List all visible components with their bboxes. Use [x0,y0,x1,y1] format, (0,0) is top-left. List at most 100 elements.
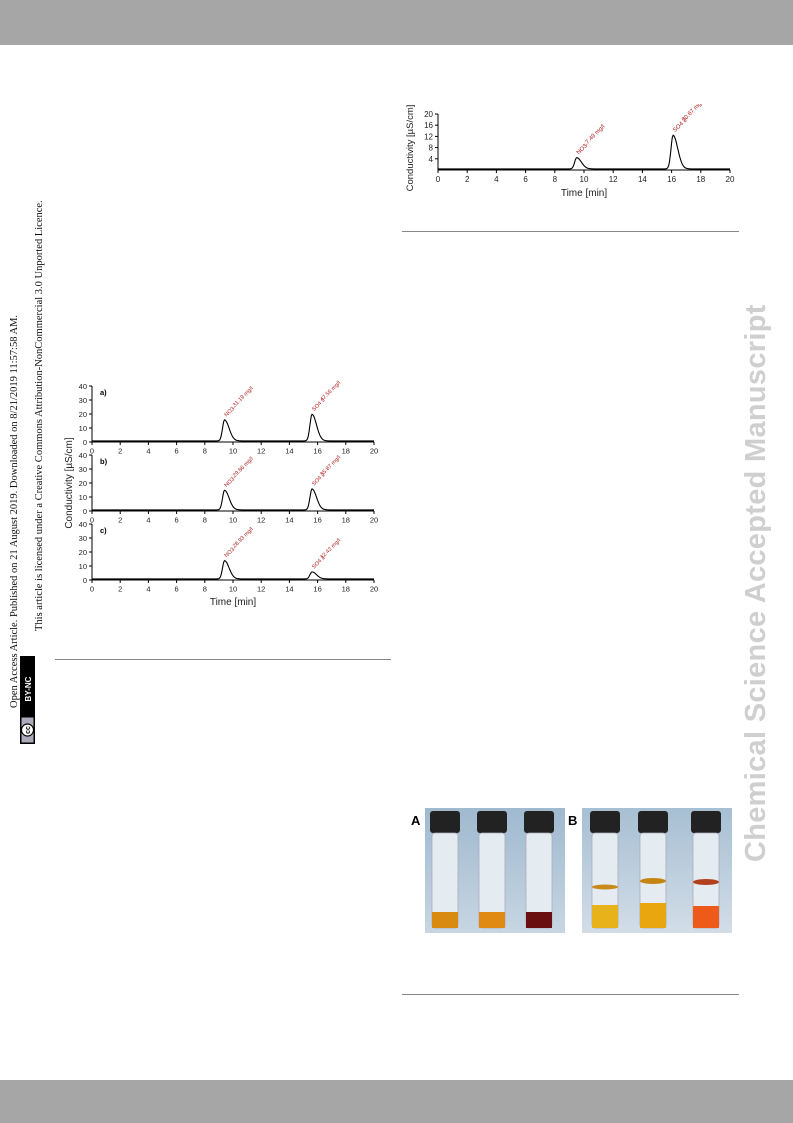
peak-label: NO3-31.19 mg/l [224,386,255,419]
x-tick-label: 20 [370,447,378,456]
x-tick-label: 16 [313,516,321,525]
peak-label: SO4 2-35.87 mg/l [311,455,342,488]
x-tick-label: 8 [553,175,558,184]
y-tick-label: 10 [79,562,87,571]
peak-concentration-label: 47.56 mg/l [319,380,342,403]
x-tick-label: 10 [229,447,237,456]
y-axis-label: Conductivity [µS/cm] [64,437,75,529]
x-tick-label: 14 [285,585,293,594]
peak-concentration-label: 31.19 mg/l [232,386,255,409]
photo-label-a: A [411,813,421,828]
x-tick-label: 0 [90,585,94,594]
y-tick-label: 0 [83,438,87,447]
y-tick-label: 20 [79,410,87,419]
x-tick-label: 4 [146,516,150,525]
peak-concentration-label: 29.86 mg/l [232,456,255,479]
y-tick-label: 20 [424,110,433,119]
panel-label: b) [100,457,108,466]
licence-notice[interactable]: This article is licensed under a Creativ… [34,200,45,631]
x-tick-label: 14 [285,516,293,525]
chromatogram-single: 4 8 12 16 20 0 2 4 6 8 10 12 14 16 18 20 NO3-7.49 mg/l SO… [405,104,735,199]
x-tick-label: 6 [175,447,179,456]
top-header-band [0,0,793,45]
chromatogram-trace [438,134,730,170]
x-tick-label: 4 [494,175,499,184]
x-tick-label: 12 [257,516,265,525]
x-tick-label: 14 [285,447,293,456]
x-tick-label: 20 [370,516,378,525]
x-tick-label: 0 [436,175,441,184]
x-tick-label: 6 [175,585,179,594]
x-tick-label: 4 [146,447,150,456]
x-tick-label: 18 [342,516,350,525]
figure-rule [55,659,391,660]
x-tick-label: 20 [726,175,735,184]
x-tick-label: 10 [229,516,237,525]
x-tick-label: 20 [370,585,378,594]
x-tick-label: 16 [313,447,321,456]
x-tick-label: 6 [175,516,179,525]
cc-icon-text: cc [25,726,32,734]
y-tick-label: 30 [79,396,87,405]
cc-licence-badge[interactable]: cc BY-NC [20,656,35,744]
vial [524,811,554,929]
x-tick-label: 2 [465,175,470,184]
cc-icon [20,723,35,737]
vial [430,811,460,929]
y-tick-label: 30 [79,465,87,474]
x-tick-label: 8 [203,585,207,594]
x-tick-label: 12 [609,175,618,184]
chromatogram-trace [92,488,374,511]
x-tick-label: 14 [638,175,647,184]
x-tick-label: 0 [90,447,94,456]
peak-label: NO3-28.93 mg/l [224,527,255,560]
x-tick-label: 10 [580,175,589,184]
x-tick-label: 10 [229,585,237,594]
y-tick-label: 0 [83,576,87,585]
y-tick-label: 10 [79,424,87,433]
y-tick-label: 10 [79,493,87,502]
peak-label: SO4 2-47.56 mg/l [311,380,342,413]
x-tick-label: 18 [696,175,705,184]
figure-rule [402,994,739,995]
figure-rule [402,231,739,232]
bottom-footer-band [0,1080,793,1123]
peak-label: NO3-29.86 mg/l [224,456,255,489]
vial-photo-b: B [565,808,732,933]
x-axis-label: Time [min] [210,597,257,608]
photo-label-b: B [568,813,577,828]
y-tick-label: 30 [79,534,87,543]
y-axis-label: Conductivity [µS/cm] [405,105,416,192]
peak-label: SO4 2-30.67 mg/l [672,104,705,134]
vial [638,811,668,929]
peak-concentration-label: 12.42 mg/l [319,538,342,561]
x-tick-label: 12 [257,585,265,594]
x-tick-label: 0 [90,516,94,525]
x-axis-label: Time [min] [561,188,608,199]
x-tick-label: 8 [203,447,207,456]
x-tick-label: 4 [146,585,150,594]
y-tick-label: 8 [429,144,434,153]
y-tick-label: 40 [79,520,87,529]
panel-label: c) [100,526,107,535]
peak-concentration-label: 30.67 mg/l [681,104,705,123]
peak-concentration-label: 35.87 mg/l [319,455,342,478]
vial [477,811,507,929]
peak-label: NO3-7.49 mg/l [576,124,607,156]
by-nc-label: BY-NC [24,676,33,701]
open-access-notice: Open Access Article. Published on 21 Aug… [9,314,20,708]
y-tick-label: 20 [79,479,87,488]
y-tick-label: 4 [429,155,434,164]
y-tick-label: 16 [424,121,433,130]
peak-concentration-label: 7.49 mg/l [585,124,607,146]
peak-label: SO4 2-12.42 mg/l [311,538,342,571]
chromatogram-trace [92,560,374,580]
y-tick-label: 20 [79,548,87,557]
x-tick-label: 16 [313,585,321,594]
chromatogram-trace [92,413,374,442]
peak-concentration-label: 28.93 mg/l [232,527,255,550]
panel-label: a) [100,388,107,397]
x-tick-label: 6 [523,175,528,184]
x-tick-label: 12 [257,447,265,456]
